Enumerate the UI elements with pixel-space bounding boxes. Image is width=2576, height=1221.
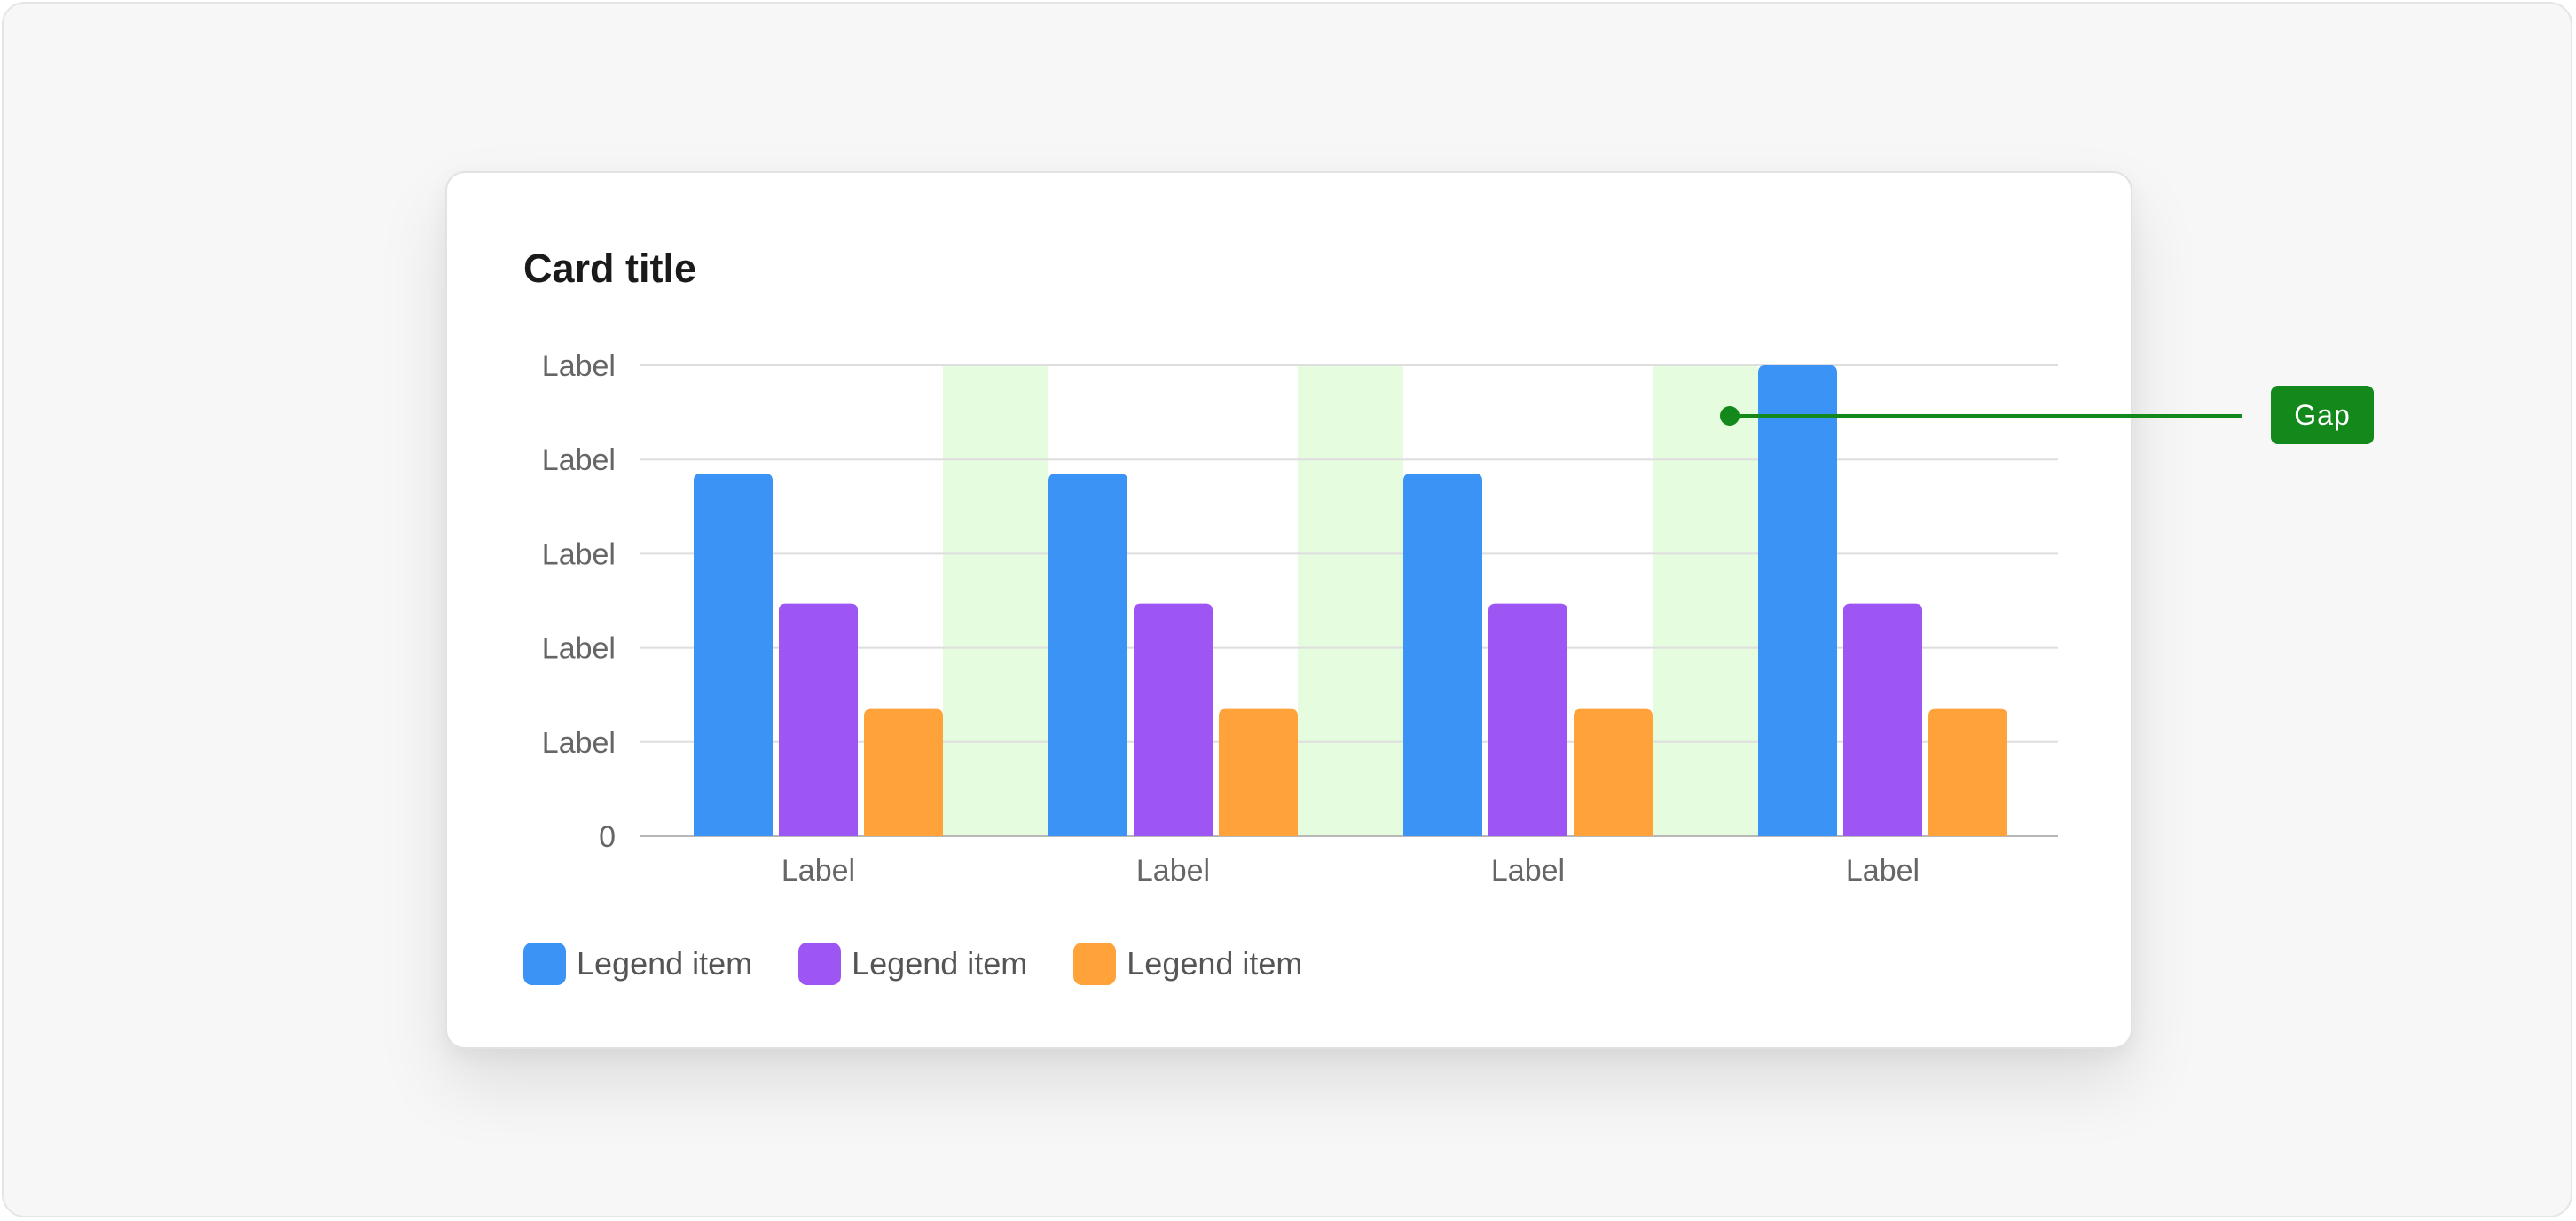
legend-item: Legend item: [798, 943, 1027, 985]
legend-swatch: [1073, 943, 1117, 985]
bar: [1758, 365, 1837, 836]
bar: [1843, 603, 1922, 836]
y-tick-label: Label: [542, 443, 616, 477]
bar: [1928, 708, 2007, 836]
bar: [1574, 708, 1653, 836]
legend-item: Legend item: [523, 943, 752, 985]
y-tick-label: Label: [542, 632, 616, 666]
bar: [864, 708, 943, 836]
y-tick-label: Label: [542, 349, 616, 383]
bars: [694, 365, 2007, 836]
x-tick-label: Label: [1846, 854, 1920, 888]
x-axis: Label Label Label Label: [781, 854, 1920, 888]
legend-label: Legend item: [577, 945, 753, 982]
y-axis: 0 Label Label Label Label Label: [542, 349, 616, 854]
y-tick-label: Label: [542, 537, 616, 571]
legend-swatch: [798, 943, 842, 985]
y-tick-label: 0: [599, 820, 616, 854]
legend-swatch: [523, 943, 566, 985]
gap-band: [943, 365, 1048, 836]
bar: [1048, 474, 1127, 836]
bar: [1134, 603, 1213, 836]
gap-band: [1298, 365, 1403, 836]
bar: [694, 474, 773, 836]
gap-highlights: [943, 365, 1758, 836]
x-tick-label: Label: [781, 854, 855, 888]
legend: Legend item Legend item Legend item: [523, 943, 1348, 985]
gap-band: [1653, 365, 1758, 836]
bar: [1219, 708, 1298, 836]
legend-label: Legend item: [852, 945, 1028, 982]
bar: [1403, 474, 1482, 836]
gap-badge: Gap: [2271, 386, 2374, 444]
legend-item: Legend item: [1073, 943, 1302, 985]
legend-label: Legend item: [1127, 945, 1303, 982]
card-title: Card title: [523, 246, 697, 291]
y-tick-label: Label: [542, 726, 616, 760]
x-tick-label: Label: [1491, 854, 1565, 888]
bar: [779, 603, 858, 836]
x-tick-label: Label: [1136, 854, 1210, 888]
chart-card: Card title 0 Label Label Label Label Label La…: [445, 171, 2132, 1049]
bar: [1488, 603, 1567, 836]
